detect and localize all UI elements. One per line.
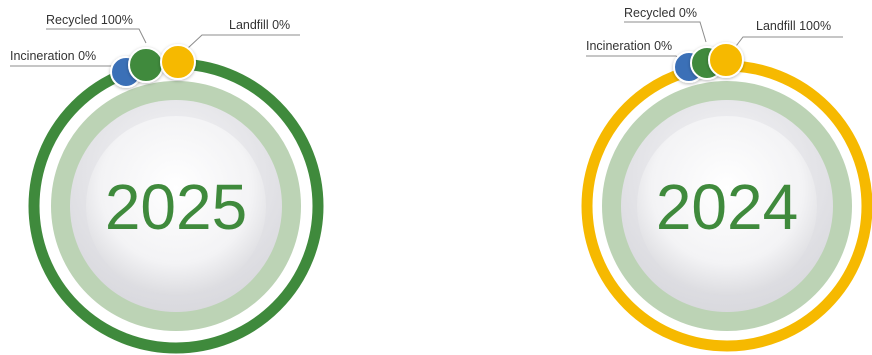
leader-recycled-2024 xyxy=(624,21,707,43)
label-recycled-2025: Recycled 100% xyxy=(46,13,133,27)
marker-recycled-2025 xyxy=(128,47,164,83)
markers-2025 xyxy=(110,44,196,88)
face-2024 xyxy=(637,116,817,296)
leader-landfill-2025 xyxy=(187,34,300,49)
face-2025 xyxy=(86,116,266,296)
chart-2024: 2024 Recycled 0% Incineration 0% Landfil… xyxy=(581,6,872,352)
label-recycled-2024: Recycled 0% xyxy=(624,6,697,20)
label-landfill-2025: Landfill 0% xyxy=(229,18,290,32)
leader-incineration-2025 xyxy=(10,65,125,73)
chart-2025: 2025 Recycled 100% Incineration 0% Landf… xyxy=(10,13,324,354)
markers-2024 xyxy=(673,42,744,83)
year-label-2024: 2024 xyxy=(656,171,798,243)
leader-recycled-2025 xyxy=(46,28,147,44)
label-landfill-2024: Landfill 100% xyxy=(756,19,831,33)
marker-landfill-2025 xyxy=(160,44,196,80)
leader-incineration-2024 xyxy=(586,55,685,63)
label-incineration-2025: Incineration 0% xyxy=(10,49,96,63)
label-incineration-2024: Incineration 0% xyxy=(586,39,672,53)
leader-landfill-2024 xyxy=(732,36,843,51)
year-label-2025: 2025 xyxy=(105,171,247,243)
inner-ring-2025 xyxy=(51,81,301,331)
inner-ring-2024 xyxy=(602,81,852,331)
marker-landfill-2024 xyxy=(708,42,744,78)
